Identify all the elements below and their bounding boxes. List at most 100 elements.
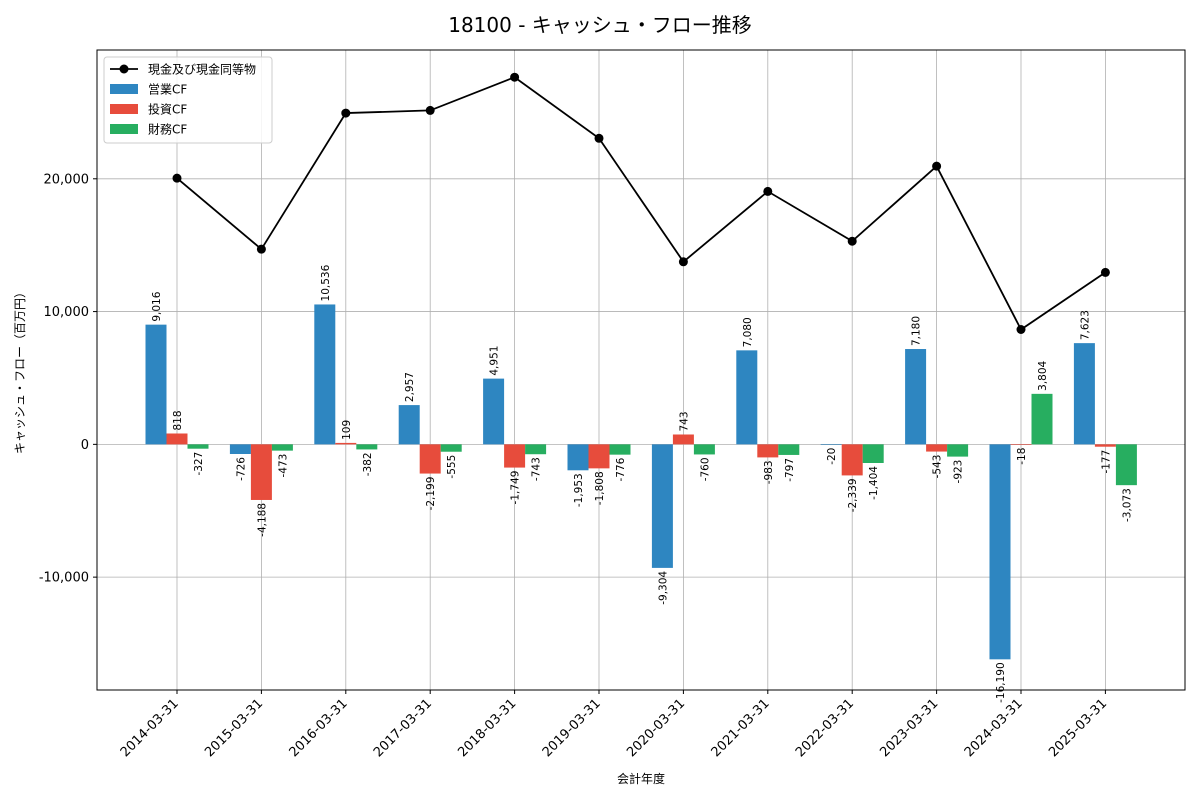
cash-point-2025-03-31 <box>1100 267 1110 277</box>
chart-title: 18100 - キャッシュ・フロー推移 <box>448 13 752 37</box>
cash-point-2020-03-31 <box>678 257 688 267</box>
bar-営業CF-2022-03-31 <box>820 444 842 445</box>
bar-投資CF-2025-03-31 <box>1094 444 1116 447</box>
bar-財務CF-2021-03-31 <box>778 444 800 455</box>
x-tick-label: 2025-03-31 <box>1046 696 1110 760</box>
bar-財務CF-2014-03-31 <box>187 444 209 449</box>
y-tick-label: 20,000 <box>44 172 90 187</box>
cash-point-2015-03-31 <box>256 244 266 254</box>
bar-value-label: -726 <box>235 457 247 481</box>
bar-営業CF-2020-03-31 <box>651 444 673 568</box>
cash-point-2022-03-31 <box>847 236 857 246</box>
bar-投資CF-2017-03-31 <box>419 444 441 474</box>
bar-投資CF-2021-03-31 <box>757 444 779 458</box>
bar-営業CF-2021-03-31 <box>736 350 758 445</box>
bar-value-label: -2,199 <box>425 477 437 511</box>
x-tick-label: 2021-03-31 <box>709 696 773 760</box>
bars-layer <box>145 304 1137 660</box>
bar-value-label: -923 <box>953 460 965 484</box>
bar-value-label: -20 <box>826 448 838 465</box>
bar-投資CF-2024-03-31 <box>1010 444 1032 445</box>
bar-営業CF-2015-03-31 <box>229 444 251 454</box>
bar-value-label: -1,953 <box>573 473 585 507</box>
bar-財務CF-2018-03-31 <box>525 444 547 455</box>
legend-bar-swatch <box>110 104 138 114</box>
bar-投資CF-2019-03-31 <box>588 444 610 469</box>
bar-営業CF-2025-03-31 <box>1073 343 1095 445</box>
bar-財務CF-2020-03-31 <box>693 444 715 455</box>
bar-value-label: -327 <box>193 452 205 476</box>
bar-value-label: 109 <box>341 420 353 440</box>
bar-営業CF-2014-03-31 <box>145 324 167 445</box>
bar-財務CF-2023-03-31 <box>947 444 969 457</box>
x-tick-label: 2022-03-31 <box>793 696 857 760</box>
legend-box <box>103 56 273 144</box>
cash-point-2023-03-31 <box>932 161 942 171</box>
bar-labels-layer: 9,016 -726 10,536 2,957 4,951 -1,953 -9,304 7,0… <box>151 264 1133 702</box>
cash-point-2014-03-31 <box>172 173 182 183</box>
bar-営業CF-2016-03-31 <box>314 304 336 445</box>
bar-value-label: 7,080 <box>742 317 754 347</box>
bar-財務CF-2024-03-31 <box>1031 393 1053 445</box>
x-tick-label: 2020-03-31 <box>624 696 688 760</box>
cash-point-2021-03-31 <box>763 186 773 196</box>
bar-value-label: -18 <box>1016 448 1028 465</box>
bar-営業CF-2017-03-31 <box>398 405 420 445</box>
legend-bar-swatch <box>110 84 138 94</box>
bar-営業CF-2024-03-31 <box>989 444 1011 660</box>
bar-value-label: 743 <box>678 411 690 431</box>
line-layer <box>172 72 1110 335</box>
x-axis-title: 会計年度 <box>617 771 665 786</box>
bar-投資CF-2023-03-31 <box>926 444 948 452</box>
bar-財務CF-2015-03-31 <box>271 444 293 451</box>
bar-財務CF-2019-03-31 <box>609 444 631 455</box>
cash-point-2024-03-31 <box>1016 325 1026 335</box>
cash-point-2019-03-31 <box>594 133 604 143</box>
bar-投資CF-2014-03-31 <box>166 433 188 445</box>
bar-営業CF-2018-03-31 <box>483 378 505 445</box>
bar-value-label: 2,957 <box>404 372 416 402</box>
x-tick-label: 2019-03-31 <box>540 696 604 760</box>
bar-value-label: 9,016 <box>151 291 163 321</box>
x-tick-label: 2018-03-31 <box>455 696 519 760</box>
bar-value-label: -555 <box>446 455 458 479</box>
y-tick-label: -10,000 <box>39 571 89 586</box>
grid-layer <box>97 50 1185 690</box>
bar-財務CF-2017-03-31 <box>440 444 462 452</box>
bar-value-label: -382 <box>362 452 374 476</box>
bar-value-label: 818 <box>172 410 184 430</box>
bar-value-label: -1,749 <box>510 471 522 505</box>
cash-point-2018-03-31 <box>510 72 520 82</box>
y-tick-label: 10,000 <box>44 305 90 320</box>
bar-投資CF-2022-03-31 <box>841 444 863 476</box>
bar-value-label: 10,536 <box>320 264 332 301</box>
bar-value-label: -177 <box>1100 450 1112 474</box>
bar-value-label: -9,304 <box>657 571 669 605</box>
legend-entry-label: 営業CF <box>148 83 187 97</box>
bar-営業CF-2019-03-31 <box>567 444 589 471</box>
bar-value-label: -2,339 <box>847 478 859 512</box>
bar-財務CF-2022-03-31 <box>862 444 884 463</box>
cash-line <box>176 76 1106 331</box>
bar-投資CF-2018-03-31 <box>504 444 526 468</box>
bar-value-label: 4,951 <box>489 346 501 376</box>
cash-point-2017-03-31 <box>425 105 435 115</box>
bar-value-label: -776 <box>615 457 627 481</box>
y-tick-label: 0 <box>81 438 89 453</box>
bar-value-label: -760 <box>699 457 711 481</box>
x-tick-label: 2014-03-31 <box>118 696 182 760</box>
legend-marker <box>119 64 129 74</box>
legend-entry-label: 現金及び現金同等物 <box>148 62 256 77</box>
legend-entry-label: 投資CF <box>148 102 187 117</box>
bar-投資CF-2020-03-31 <box>672 434 694 445</box>
bar-value-label: -543 <box>932 455 944 479</box>
x-tick-label: 2016-03-31 <box>287 696 351 760</box>
y-axis-title: キャッシュ・フロー（百万円） <box>13 286 27 454</box>
bar-value-label: -3,073 <box>1121 488 1133 522</box>
bar-営業CF-2023-03-31 <box>905 349 927 445</box>
bar-value-label: -797 <box>784 458 796 482</box>
bar-value-label: -1,808 <box>594 471 606 505</box>
